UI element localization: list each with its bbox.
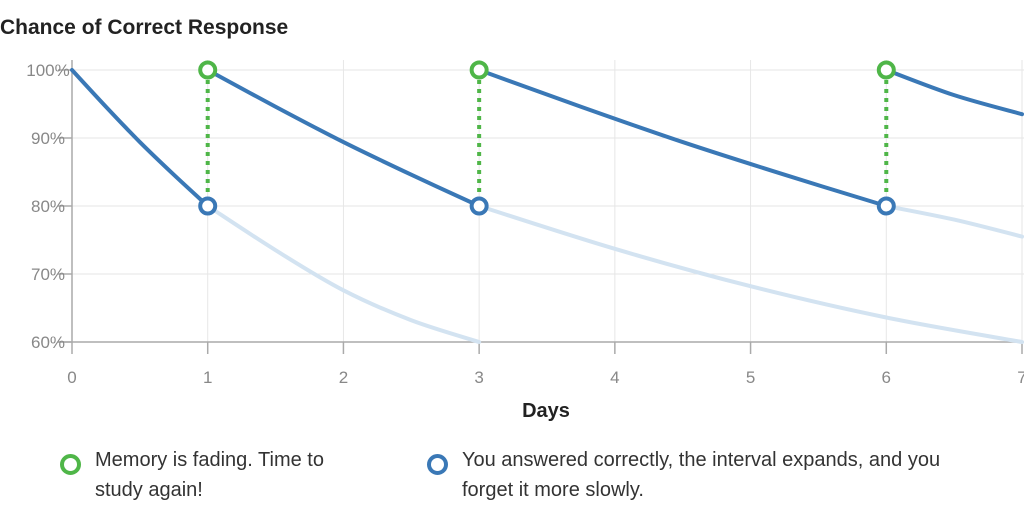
recall-point	[469, 196, 489, 216]
recall-curves	[70, 68, 1024, 208]
legend-text-correct: You answered correctly, the interval exp…	[462, 445, 940, 505]
legend-text-review: Memory is fading. Time to study again!	[95, 445, 324, 505]
recall-point	[876, 196, 896, 216]
legend-review-line1: Memory is fading. Time to	[95, 449, 324, 471]
x-tick-label: 5	[746, 368, 755, 387]
faded-curve-segment	[884, 204, 1024, 239]
review-point	[198, 60, 218, 80]
x-tick-label: 3	[474, 368, 483, 387]
x-tick-label: 2	[339, 368, 348, 387]
x-tick-label: 0	[67, 368, 76, 387]
y-tick-label: 80%	[31, 197, 65, 216]
green-circle-icon	[60, 454, 81, 475]
data-points	[198, 60, 896, 216]
recall-curve-segment	[205, 68, 482, 208]
faded-curve-segment	[205, 204, 482, 344]
recall-curve-segment	[477, 68, 889, 208]
recall-curve-segment	[884, 68, 1024, 117]
y-tick-label: 70%	[31, 265, 65, 284]
x-axis-title: Days	[522, 400, 570, 422]
tick-labels: 60% 70% 80% 90% 100% 0 1 2 3 4 5 6 7	[26, 61, 1024, 387]
review-connectors	[205, 80, 889, 196]
review-point	[876, 60, 896, 80]
recall-curve-segment	[70, 68, 210, 208]
recall-point	[198, 196, 218, 216]
y-tick-label: 90%	[31, 129, 65, 148]
legend-review-line2: study again!	[95, 479, 203, 501]
legend-item-review: Memory is fading. Time to study again!	[60, 449, 390, 505]
legend: Memory is fading. Time to study again! Y…	[60, 449, 1024, 510]
review-point	[469, 60, 489, 80]
y-tick-label: 100%	[26, 61, 69, 80]
faded-curves	[205, 204, 1024, 344]
blue-circle-icon	[427, 454, 448, 475]
x-tick-label: 1	[203, 368, 212, 387]
chart-title: Chance of Correct Response	[0, 16, 289, 39]
legend-item-correct: You answered correctly, the interval exp…	[427, 449, 1017, 505]
retention-chart: 60% 70% 80% 90% 100% 0 1 2 3 4 5 6 7 Days	[26, 60, 1024, 422]
x-tick-label: 7	[1017, 368, 1024, 387]
legend-correct-line2: forget it more slowly.	[462, 479, 644, 501]
y-tick-label: 60%	[31, 333, 65, 352]
x-tick-label: 6	[882, 368, 891, 387]
faded-curve-segment	[477, 204, 1024, 344]
x-tick-label: 4	[610, 368, 619, 387]
legend-correct-line1: You answered correctly, the interval exp…	[462, 449, 941, 471]
